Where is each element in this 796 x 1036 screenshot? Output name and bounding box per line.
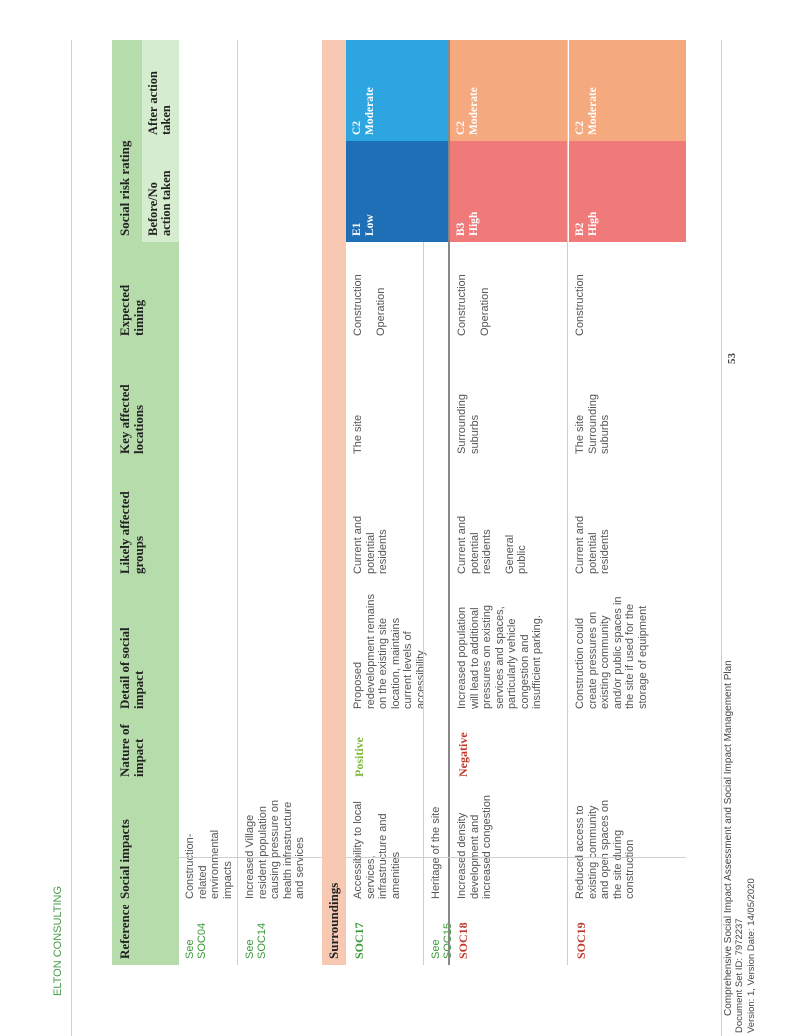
ref-soc04: See SOC04 — [184, 922, 208, 959]
timing-operation: Operation — [374, 287, 387, 336]
risk-level: Moderate — [364, 87, 376, 135]
col-after-header: After action taken — [142, 40, 179, 141]
risk-after-soc18: C2 Moderate — [450, 40, 567, 141]
risk-after-soc17: C2 Moderate — [346, 40, 448, 141]
groups-soc18: Current and potential residents General … — [451, 500, 534, 580]
timing-operation: Operation — [478, 287, 491, 336]
impact-soc04: Construction-related environmental impac… — [184, 829, 234, 899]
col-before-header: Before/No action taken — [142, 141, 179, 242]
risk-code: B2 — [574, 222, 586, 236]
document-set-id: Document Set ID: 7972237 — [734, 918, 745, 1033]
risk-code: B3 — [455, 222, 467, 236]
risk-code: C2 — [351, 120, 363, 135]
timing-soc17: Construction Operation — [347, 242, 392, 342]
ref-soc17: SOC17 — [352, 922, 366, 959]
col-divider — [346, 857, 686, 858]
risk-level: High — [468, 211, 480, 236]
ref-soc19: SOC19 — [574, 922, 588, 959]
col-nature-header: Nature of impact — [112, 715, 179, 783]
col-detail-header: Detail of social impact — [112, 580, 179, 715]
risk-level: Low — [364, 214, 376, 236]
impact-soc17: Accessibility to local services, infrast… — [352, 801, 402, 899]
risk-level: High — [587, 211, 599, 236]
locations-soc17: The site — [352, 414, 364, 454]
col-locations-header: Key affected locations — [112, 342, 179, 460]
group-public: General public — [503, 534, 529, 574]
row-divider — [567, 40, 568, 965]
col-groups-header: Likely affected groups — [112, 460, 179, 580]
locations-soc19: The site Surrounding suburbs — [569, 380, 617, 460]
ref-soc14: See SOC14 — [244, 922, 268, 959]
impact-soc14: Increased Village resident population ca… — [244, 799, 306, 899]
footer-title: Comprehensive Social Impact Assessment a… — [723, 660, 734, 1016]
risk-level: Moderate — [468, 87, 480, 135]
location-suburbs: Surrounding suburbs — [586, 394, 612, 454]
impact-soc15: Heritage of the site — [430, 806, 442, 899]
timing-soc19: Construction — [574, 274, 586, 336]
risk-before-soc18: B3 High — [450, 141, 567, 242]
risk-code: C2 — [455, 120, 467, 135]
risk-after-soc19: C2 Moderate — [569, 40, 686, 141]
detail-soc18: Increased population will lead to additi… — [456, 605, 543, 709]
footer-rule — [721, 40, 722, 1036]
surroundings-band — [322, 40, 346, 965]
group-residents: Current and potential residents — [456, 515, 493, 574]
section-surroundings: Surroundings — [326, 882, 341, 959]
impact-soc18: Increased density development and increa… — [456, 795, 493, 899]
groups-soc17: Current and potential residents — [352, 515, 389, 574]
groups-soc19: Current and potential residents — [574, 515, 611, 574]
timing-construction: Construction — [352, 274, 364, 336]
row-divider — [237, 40, 238, 965]
header-rule — [71, 40, 72, 1036]
impact-soc19: Reduced access to existing community and… — [574, 799, 636, 899]
detail-soc17: Proposed redevelopment remains on the ex… — [352, 594, 427, 709]
col-divider — [179, 857, 322, 858]
nature-soc18: Negative — [456, 732, 470, 777]
timing-soc18: Construction Operation — [451, 242, 496, 342]
col-risk-header: Social risk rating — [112, 40, 142, 242]
col-reference-header: Reference — [112, 904, 179, 965]
location-site: The site — [574, 414, 586, 454]
col-social-impacts-header: Social impacts — [112, 783, 179, 905]
company-name: ELTON CONSULTING — [52, 885, 64, 996]
timing-construction: Construction — [456, 274, 468, 336]
nature-soc17: Positive — [352, 737, 366, 777]
col-timing-header: Expected timing — [112, 242, 179, 342]
page-number: 53 — [726, 353, 738, 364]
risk-before-soc17: E1 Low — [346, 141, 448, 242]
risk-level: Moderate — [587, 87, 599, 135]
risk-before-soc19: B2 High — [569, 141, 686, 242]
risk-code: C2 — [574, 120, 586, 135]
locations-soc18: Surrounding suburbs — [456, 394, 481, 454]
detail-soc19: Construction could create pressures on e… — [574, 596, 649, 709]
version-info: Version: 1, Version Date: 14/05/2020 — [746, 878, 757, 1033]
risk-code: E1 — [351, 222, 363, 236]
ref-soc18: SOC18 — [456, 922, 470, 959]
